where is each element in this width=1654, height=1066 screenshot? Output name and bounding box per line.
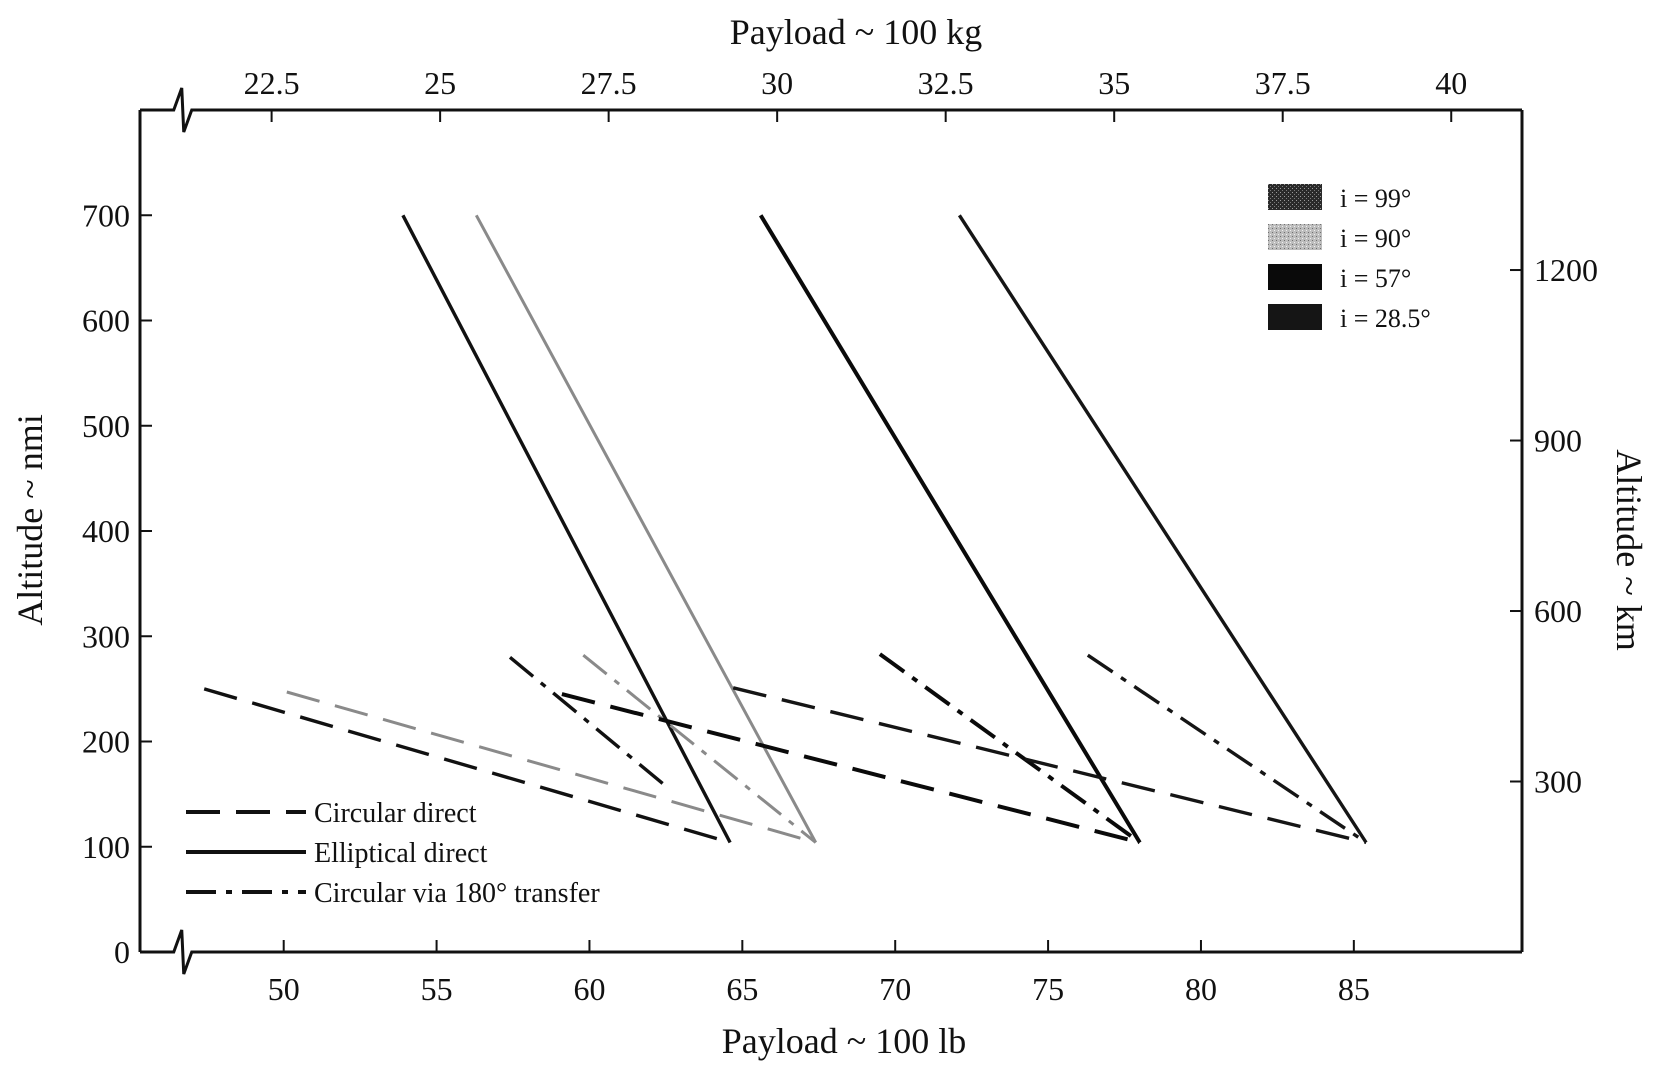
left-tick-label: 0 xyxy=(114,934,130,970)
top-tick-label: 35 xyxy=(1098,65,1130,101)
top-tick-label: 37.5 xyxy=(1255,65,1311,101)
top-tick-label: 40 xyxy=(1435,65,1467,101)
inclination-legend: i = 99° i = 90° i = 57° i = 28.5° xyxy=(1268,184,1431,333)
inclination-swatch xyxy=(1268,264,1322,290)
left-tick-label: 500 xyxy=(82,408,130,444)
left-tick-label: 300 xyxy=(82,618,130,654)
series-line-i-57-circular-via-180-transfer xyxy=(878,652,1141,845)
series-line-i-99-elliptical-direct xyxy=(401,214,732,844)
series-line-i-28-5-circular-via-180-transfer xyxy=(1086,653,1368,844)
bottom-tick-label: 85 xyxy=(1338,971,1370,1007)
series-line-i-90-elliptical-direct xyxy=(474,214,818,844)
bottom-x-axis: 50 55 60 65 70 75 80 85 xyxy=(268,940,1370,1007)
series-line-i-90-circular-direct xyxy=(286,690,817,844)
inclination-swatch xyxy=(1268,224,1322,250)
left-axis-title: Altitude ~ nmi xyxy=(10,414,50,625)
bottom-axis-title: Payload ~ 100 lb xyxy=(722,1021,966,1061)
style-label: Circular direct xyxy=(314,798,477,829)
top-axis-title: Payload ~ 100 kg xyxy=(730,12,982,52)
style-label: Circular via 180° transfer xyxy=(314,878,600,909)
right-tick-label: 600 xyxy=(1534,593,1582,629)
right-tick-label: 300 xyxy=(1534,764,1582,800)
series-layer xyxy=(203,214,1368,845)
inclination-label: i = 28.5° xyxy=(1340,304,1431,333)
top-tick-label: 32.5 xyxy=(918,65,974,101)
left-tick-label: 200 xyxy=(82,724,130,760)
inclination-label: i = 99° xyxy=(1340,184,1411,213)
top-x-axis: 22.5 25 27.5 30 32.5 35 37.5 40 xyxy=(244,65,1467,122)
top-tick-label: 30 xyxy=(761,65,793,101)
right-axis-title: Altitude ~ km xyxy=(1609,449,1649,650)
bottom-tick-label: 55 xyxy=(421,971,453,1007)
left-tick-label: 700 xyxy=(82,197,130,233)
top-border xyxy=(140,87,1522,133)
left-y-axis: 0 100 200 300 400 500 600 700 xyxy=(82,197,152,970)
series-line-i-28-5-circular-direct xyxy=(732,686,1367,845)
right-y-axis: 300 600 900 1200 xyxy=(1510,252,1598,800)
top-tick-label: 22.5 xyxy=(244,65,300,101)
bottom-tick-label: 50 xyxy=(268,971,300,1007)
inclination-swatch xyxy=(1268,184,1322,210)
bottom-tick-label: 60 xyxy=(573,971,605,1007)
series-line-i-57-elliptical-direct xyxy=(758,214,1142,844)
line-style-legend: Circular direct Elliptical direct Circular… xyxy=(186,798,600,909)
inclination-swatch xyxy=(1268,304,1322,330)
bottom-tick-label: 65 xyxy=(726,971,758,1007)
inclination-label: i = 57° xyxy=(1340,264,1411,293)
bottom-border xyxy=(140,929,1522,975)
top-tick-label: 27.5 xyxy=(581,65,637,101)
right-tick-label: 1200 xyxy=(1534,252,1598,288)
left-tick-label: 600 xyxy=(82,303,130,339)
inclination-label: i = 90° xyxy=(1340,224,1411,253)
series-line-i-99-circular-via-180-transfer xyxy=(508,655,664,785)
series-line-i-90-circular-via-180-transfer xyxy=(582,654,817,844)
bottom-tick-label: 70 xyxy=(879,971,911,1007)
bottom-tick-label: 80 xyxy=(1185,971,1217,1007)
bottom-tick-label: 75 xyxy=(1032,971,1064,1007)
top-tick-label: 25 xyxy=(424,65,456,101)
left-tick-label: 400 xyxy=(82,513,130,549)
series-line-i-99-circular-direct xyxy=(203,687,731,845)
left-tick-label: 100 xyxy=(82,829,130,865)
series-line-i-28-5-elliptical-direct xyxy=(957,214,1368,844)
style-label: Elliptical direct xyxy=(314,838,488,869)
right-tick-label: 900 xyxy=(1534,423,1582,459)
